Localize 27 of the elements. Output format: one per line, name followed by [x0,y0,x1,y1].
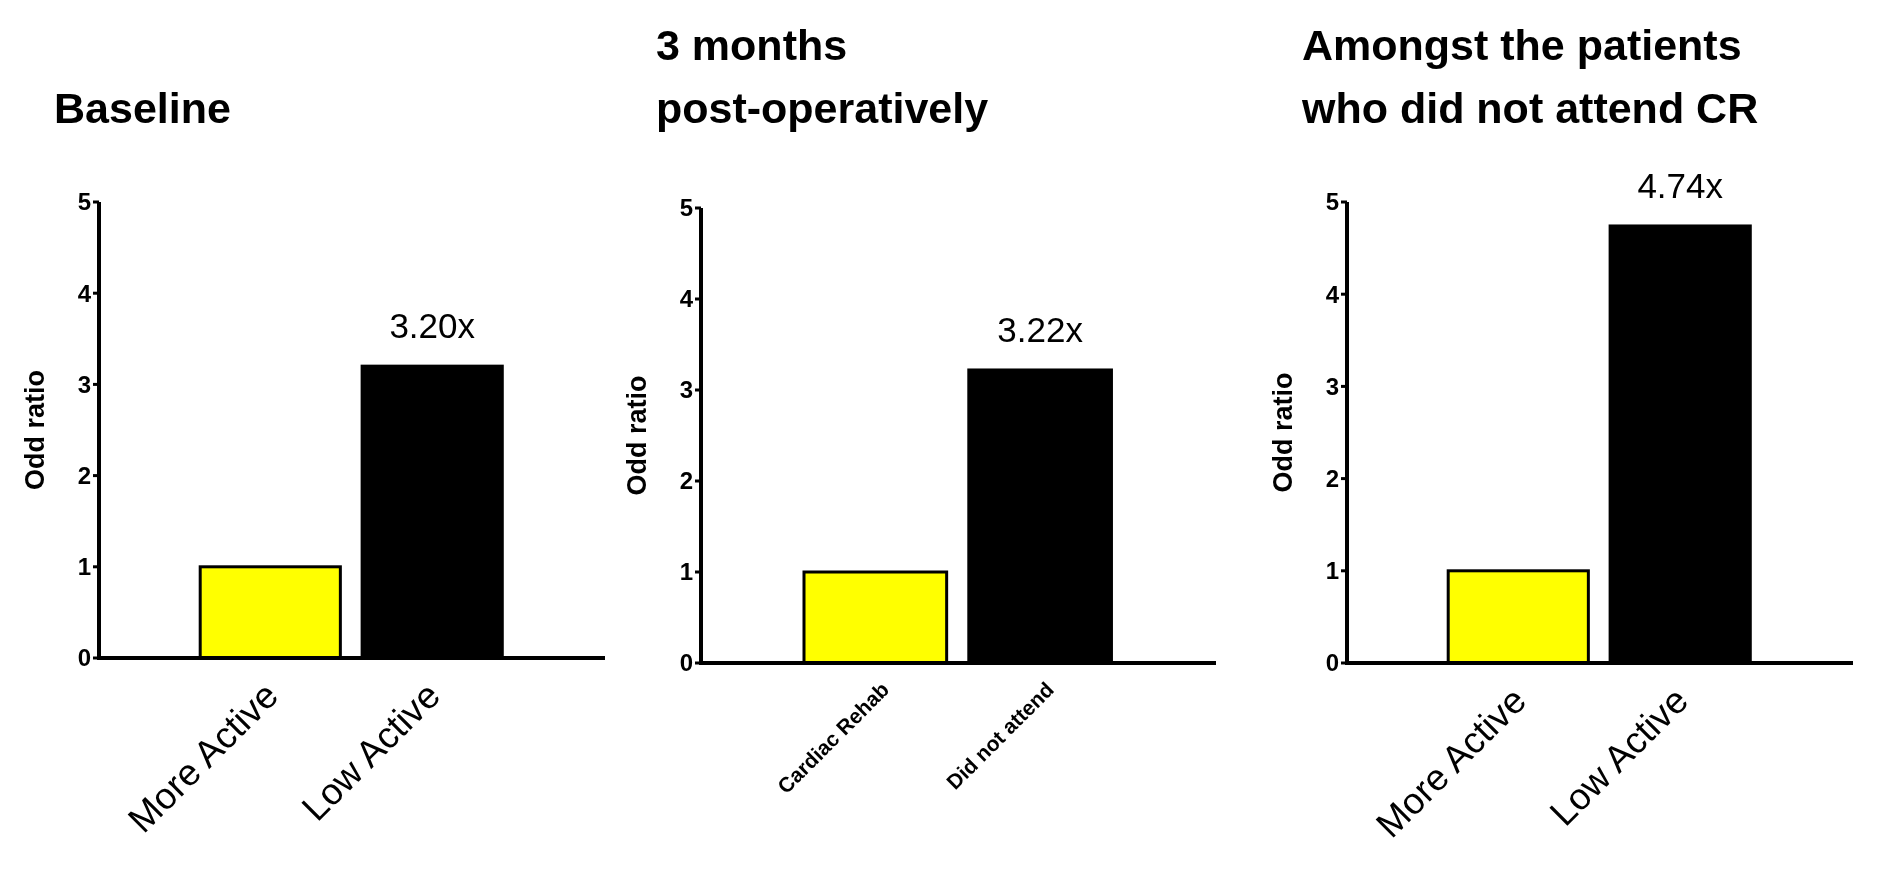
data-label: 3.22x [997,309,1084,349]
y-tick-label: 3 [679,376,693,404]
chart-title: Baseline [54,84,231,132]
y-tick-label: 0 [679,649,693,677]
y-tick-label: 4 [679,285,694,313]
y-tick-label: 0 [1325,649,1339,677]
y-axis-title: Odd ratio [622,375,652,496]
chart-title: 3 months post-operatively [656,21,989,132]
y-tick-label: 2 [1325,465,1339,492]
y-tick-label: 3 [1325,372,1339,400]
y-tick-label: 5 [679,194,693,222]
y-tick-label: 1 [1325,557,1339,585]
y-tick-label: 5 [1325,188,1339,216]
data-label: 3.20x [389,306,476,346]
y-tick-label: 5 [77,188,91,216]
y-tick-label: 3 [77,370,91,398]
y-tick-label: 0 [77,644,91,672]
data-label: 4.74x [1637,165,1724,205]
y-tick-label: 1 [679,558,693,586]
chart-title: Amongst the patients who did not attend CR [1301,21,1759,132]
y-tick-label: 2 [77,462,91,489]
y-tick-label: 4 [77,279,92,307]
y-axis-title: Odd ratio [20,370,50,490]
y-tick-label: 4 [1325,280,1340,308]
y-tick-label: 1 [77,553,91,581]
y-axis-title: Odd ratio [1268,372,1298,493]
y-tick-label: 2 [679,467,693,495]
